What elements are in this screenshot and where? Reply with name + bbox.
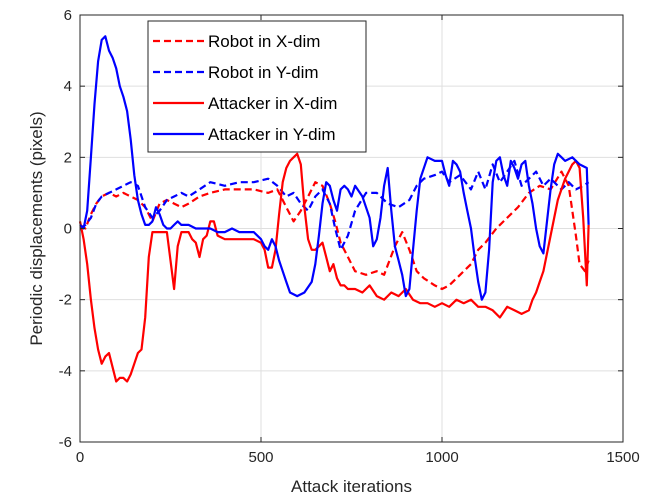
y-axis-title: Periodic displacements (pixels) bbox=[27, 111, 46, 345]
series-line-0 bbox=[79, 170, 590, 291]
y-tick-label: 0 bbox=[64, 221, 72, 238]
y-tick-label: 6 bbox=[64, 7, 72, 24]
series-line-3 bbox=[79, 35, 590, 301]
legend-label: Attacker in X-dim bbox=[208, 94, 337, 113]
x-axis-title: Attack iterations bbox=[291, 477, 412, 496]
legend-label: Robot in X-dim bbox=[208, 32, 320, 51]
series-line-2 bbox=[78, 152, 590, 383]
x-tick-label: 500 bbox=[248, 449, 273, 466]
y-tick-label: -2 bbox=[59, 292, 72, 309]
x-tick-label: 0 bbox=[76, 449, 84, 466]
legend: Robot in X-dim Robot in Y-dim Attacker in … bbox=[147, 20, 367, 153]
y-tick-label: -4 bbox=[59, 363, 72, 380]
x-tick-label: 1000 bbox=[425, 449, 458, 466]
y-tick-label: 4 bbox=[64, 78, 72, 95]
legend-label: Attacker in Y-dim bbox=[208, 125, 336, 144]
axis-ticks: 0 500 1000 1500 -6 -4 -2 0 2 4 6 bbox=[59, 7, 640, 466]
series-lines bbox=[78, 35, 590, 383]
legend-box bbox=[147, 20, 367, 153]
x-tick-label: 1500 bbox=[606, 449, 639, 466]
y-tick-label: 2 bbox=[64, 149, 72, 166]
y-tick-label: -6 bbox=[59, 434, 72, 451]
legend-label: Robot in Y-dim bbox=[208, 63, 319, 82]
